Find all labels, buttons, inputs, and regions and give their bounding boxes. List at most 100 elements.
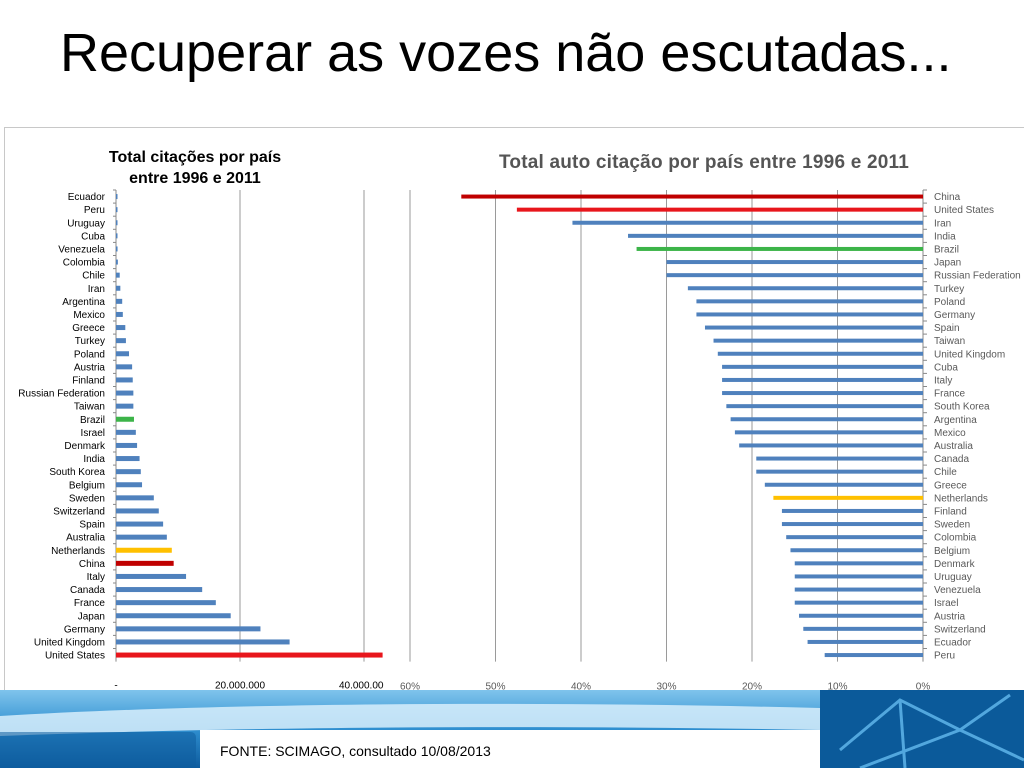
right-bar-turkey xyxy=(687,286,923,291)
left-bar-belgium xyxy=(116,482,143,488)
right-bar-chile xyxy=(756,469,923,474)
right-category-label-venezuela: Venezuela xyxy=(934,585,981,596)
right-chart-panel: Total auto citação por país entre 1996 e… xyxy=(384,127,1024,692)
right-category-label-uruguay: Uruguay xyxy=(934,572,972,583)
right-category-label-mexico: Mexico xyxy=(934,428,966,439)
right-bar-belgium xyxy=(790,548,923,553)
left-x-tick-label: 20.000.000 xyxy=(215,681,265,691)
left-category-label-brazil: Brazil xyxy=(80,415,105,426)
left-category-label-australia: Australia xyxy=(66,533,105,544)
right-bar-japan xyxy=(666,260,923,265)
left-bar-cuba xyxy=(116,233,118,239)
right-category-label-south-korea: South Korea xyxy=(934,402,990,413)
left-category-label-austria: Austria xyxy=(74,362,106,373)
right-category-label-chile: Chile xyxy=(934,467,957,478)
left-category-label-turkey: Turkey xyxy=(75,336,105,347)
right-category-label-turkey: Turkey xyxy=(934,284,964,295)
right-category-label-switzerland: Switzerland xyxy=(934,624,986,635)
left-bar-finland xyxy=(116,377,133,383)
right-category-label-greece: Greece xyxy=(934,480,967,491)
right-bar-ecuador xyxy=(807,639,923,644)
left-category-label-israel: Israel xyxy=(81,428,105,439)
left-category-label-denmark: Denmark xyxy=(64,441,106,452)
left-bar-uruguay xyxy=(116,220,118,226)
right-x-tick-label: 10% xyxy=(827,682,847,691)
left-chart-title-line-1: Total citações por país xyxy=(108,149,282,166)
left-bar-india xyxy=(116,456,140,462)
left-category-label-united-states: United States xyxy=(45,651,105,662)
left-category-label-venezuela: Venezuela xyxy=(58,244,105,255)
left-bar-chile xyxy=(116,272,120,278)
right-bar-brazil xyxy=(636,246,923,251)
left-x-tick-label: 40.000.000 xyxy=(339,681,385,691)
left-bar-argentina xyxy=(116,298,123,304)
left-bar-united-states xyxy=(116,652,383,658)
right-category-label-argentina: Argentina xyxy=(934,415,977,426)
left-category-label-japan: Japan xyxy=(78,611,105,622)
right-bar-united-states xyxy=(516,207,923,212)
left-bar-russian-federation xyxy=(116,390,134,396)
left-category-label-ecuador: Ecuador xyxy=(68,192,106,203)
right-bar-austria xyxy=(799,613,923,618)
left-x-tick-label: - xyxy=(114,681,117,691)
right-category-label-china: China xyxy=(934,192,961,203)
source-note: FONTE: SCIMAGO, consultado 10/08/2013 xyxy=(220,743,491,759)
left-category-label-argentina: Argentina xyxy=(62,297,105,308)
left-category-label-russian-federation: Russian Federation xyxy=(18,389,105,400)
left-category-label-belgium: Belgium xyxy=(69,480,105,491)
right-bar-uruguay xyxy=(794,574,923,579)
left-category-label-chile: Chile xyxy=(82,271,105,282)
right-category-label-israel: Israel xyxy=(934,598,958,609)
right-category-label-peru: Peru xyxy=(934,651,955,662)
right-category-label-united-states: United States xyxy=(934,205,994,216)
footer-decoration xyxy=(0,690,1024,768)
left-chart-panel: Total citações por país entre 1996 e 201… xyxy=(4,127,386,692)
left-bar-peru xyxy=(116,207,118,213)
right-category-label-finland: Finland xyxy=(934,506,967,517)
left-bar-italy xyxy=(116,573,187,579)
right-category-label-netherlands: Netherlands xyxy=(934,493,988,504)
left-bar-australia xyxy=(116,534,167,540)
left-bar-sweden xyxy=(116,495,154,501)
right-bar-colombia xyxy=(786,535,923,540)
left-bar-austria xyxy=(116,364,133,370)
left-bar-iran xyxy=(116,285,121,291)
left-category-label-netherlands: Netherlands xyxy=(51,546,105,557)
right-category-label-ecuador: Ecuador xyxy=(934,637,972,648)
left-bar-south-korea xyxy=(116,469,141,475)
right-category-label-germany: Germany xyxy=(934,310,975,321)
right-bar-greece xyxy=(764,482,923,487)
left-bar-venezuela xyxy=(116,246,118,252)
right-bar-united-kingdom xyxy=(717,351,923,356)
left-category-label-india: India xyxy=(83,454,105,465)
right-category-label-spain: Spain xyxy=(934,323,960,334)
right-category-label-united-kingdom: United Kingdom xyxy=(934,349,1005,360)
right-bar-germany xyxy=(696,312,923,317)
right-bar-spain xyxy=(704,325,923,330)
right-category-label-australia: Australia xyxy=(934,441,973,452)
right-category-label-france: France xyxy=(934,389,966,400)
left-bar-taiwan xyxy=(116,403,134,409)
left-chart-title-line-2: entre 1996 e 2011 xyxy=(129,170,261,187)
left-category-label-france: France xyxy=(74,598,106,609)
left-category-label-uruguay: Uruguay xyxy=(67,218,105,229)
left-bar-brazil xyxy=(116,416,134,422)
left-bar-mexico xyxy=(116,311,123,317)
left-bar-colombia xyxy=(116,259,118,265)
left-bar-ecuador xyxy=(116,194,118,200)
left-bar-france xyxy=(116,600,216,606)
right-category-label-russian-federation: Russian Federation xyxy=(934,271,1021,282)
left-category-label-spain: Spain xyxy=(79,520,105,531)
right-bar-australia xyxy=(739,443,923,448)
right-category-label-belgium: Belgium xyxy=(934,546,970,557)
right-bar-finland xyxy=(781,508,923,513)
right-category-label-italy: Italy xyxy=(934,375,952,386)
right-bar-italy xyxy=(722,377,923,382)
left-category-label-finland: Finland xyxy=(72,375,105,386)
right-category-label-brazil: Brazil xyxy=(934,244,959,255)
left-bar-israel xyxy=(116,429,136,435)
right-bar-netherlands xyxy=(773,495,923,500)
right-category-label-japan: Japan xyxy=(934,258,961,269)
right-bar-cuba xyxy=(722,364,923,369)
left-bar-japan xyxy=(116,613,231,619)
